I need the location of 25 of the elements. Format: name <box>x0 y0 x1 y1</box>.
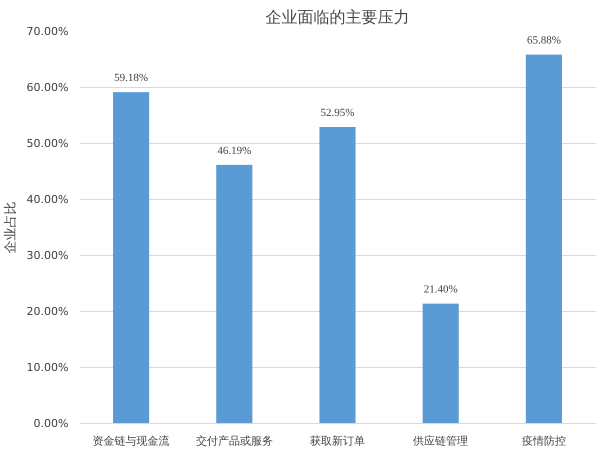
y-tick-label: 40.00% <box>26 193 69 206</box>
bar <box>113 92 150 424</box>
y-tick-label: 70.00% <box>26 25 69 38</box>
bar <box>319 126 356 424</box>
x-tick-label: 供应链管理 <box>413 434 468 448</box>
data-label: 21.40% <box>424 284 458 296</box>
y-tick-label: 0.00% <box>34 417 69 430</box>
chart-title: 企业面临的主要压力 <box>266 8 410 26</box>
bar <box>216 164 252 424</box>
y-tick-label: 50.00% <box>26 137 69 150</box>
data-label: 46.19% <box>217 144 252 157</box>
y-tick-label: 10.00% <box>26 361 69 374</box>
y-tick-label: 30.00% <box>26 249 69 262</box>
data-label: 59.18% <box>114 72 148 84</box>
y-tick-label: 20.00% <box>26 305 69 318</box>
bar <box>526 54 562 424</box>
y-axis-title: 企业占比 <box>4 202 19 254</box>
x-tick-label: 获取新订单 <box>310 434 365 448</box>
bar <box>422 304 459 424</box>
data-label: 52.95% <box>320 106 354 119</box>
data-label: 65.88% <box>526 34 561 47</box>
x-tick-label: 交付产品或服务 <box>196 434 273 448</box>
y-tick-label: 60.00% <box>26 81 69 94</box>
x-tick-label: 疫情防控 <box>522 434 566 448</box>
x-tick-label: 资金链与现金流 <box>92 434 170 448</box>
